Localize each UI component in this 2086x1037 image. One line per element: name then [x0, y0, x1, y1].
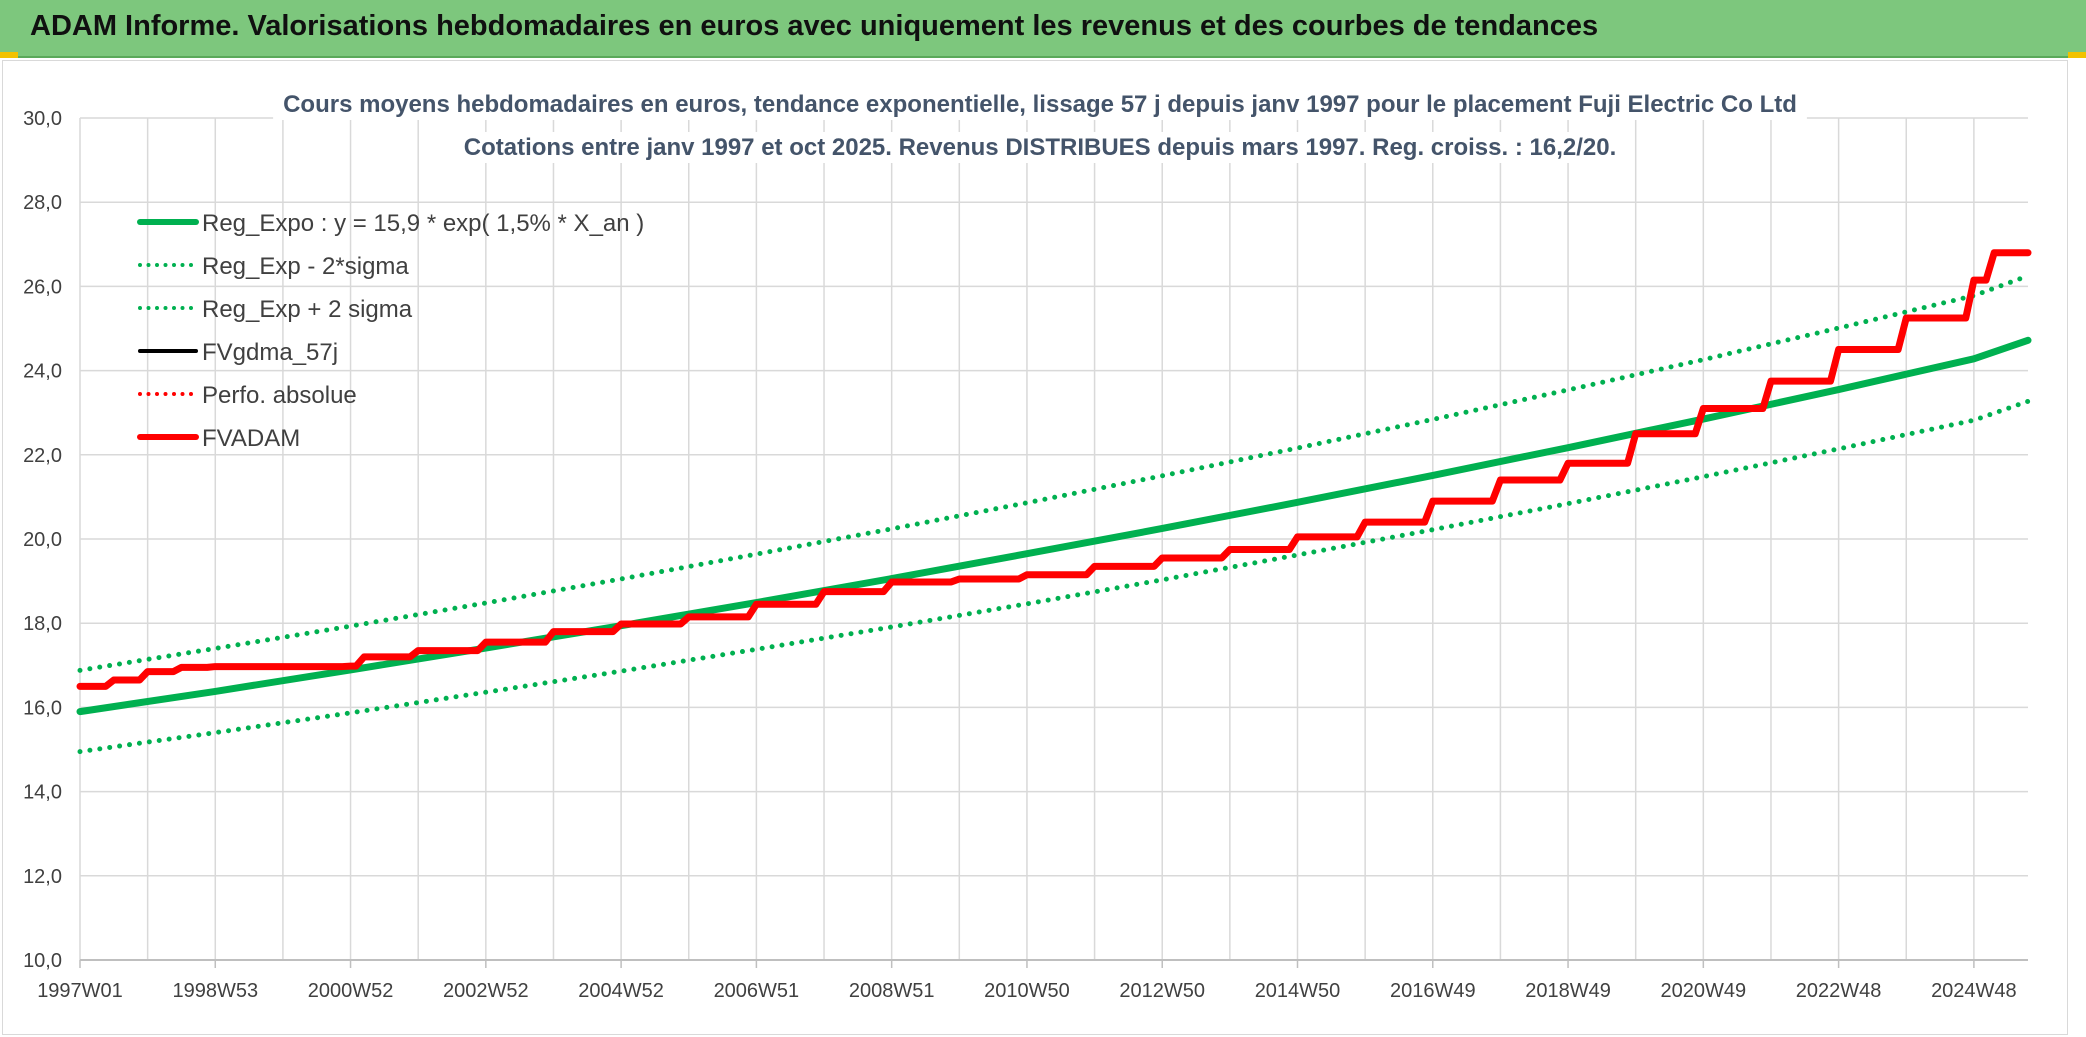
x-tick-label: 2020W49	[1661, 980, 1747, 1002]
page-title: ADAM Informe. Valorisations hebdomadaire…	[30, 10, 1599, 42]
legend: Reg_Expo : y = 15,9 * exp( 1,5% * X_an )…	[137, 210, 644, 452]
legend-label: FVgdma_57j	[202, 339, 338, 366]
legend-label: FVADAM	[202, 425, 300, 452]
x-tick-label: 1997W01	[37, 980, 123, 1002]
y-tick-label: 28,0	[23, 192, 62, 214]
y-tick-label: 14,0	[23, 782, 62, 804]
chart-title: Cours moyens hebdomadaires en euros, ten…	[283, 91, 1797, 118]
chart-subtitle-background	[453, 132, 1627, 163]
header-banner: ADAM Informe. Valorisations hebdomadaire…	[0, 0, 2086, 58]
legend-label: Reg_Expo : y = 15,9 * exp( 1,5% * X_an )	[202, 210, 644, 237]
y-tick-label: 12,0	[23, 866, 62, 888]
series-line-5	[76, 249, 2032, 690]
legend-label: Reg_Exp + 2 sigma	[202, 296, 413, 323]
series-line-1	[77, 398, 2031, 755]
x-tick-label: 2014W50	[1255, 980, 1341, 1002]
legend-label: Perfo. absolue	[202, 382, 357, 409]
chart-subtitle: Cotations entre janv 1997 et oct 2025. R…	[464, 134, 1616, 161]
grid	[79, 117, 2028, 961]
x-tick-label: 2022W48	[1796, 980, 1882, 1002]
y-tick-label: 22,0	[23, 445, 62, 467]
y-axis: 10,0 12,0 14,0 16,0 18,0 20,0 22,0 24,0 26,0 28,0…	[23, 108, 62, 972]
x-axis: 1997W01 1998W53 2000W52 2002W52 2004W52 2006W…	[37, 960, 2017, 1002]
series-line-2	[77, 273, 2031, 673]
y-tick-label: 30,0	[23, 108, 62, 130]
legend-label: Reg_Exp - 2*sigma	[202, 253, 409, 280]
x-tick-label: 1998W53	[172, 980, 258, 1002]
x-tick-label: 2012W50	[1119, 980, 1205, 1002]
x-tick-label: 2006W51	[714, 980, 800, 1002]
series-line-0	[76, 336, 2032, 716]
x-tick-label: 2024W48	[1931, 980, 2017, 1002]
y-tick-label: 20,0	[23, 529, 62, 551]
x-tick-label: 2000W52	[308, 980, 394, 1002]
x-tick-label: 2008W51	[849, 980, 935, 1002]
chart-title-background	[273, 89, 1807, 120]
y-tick-label: 24,0	[23, 361, 62, 383]
x-tick-label: 2004W52	[578, 980, 664, 1002]
corner-mark-right	[2068, 52, 2086, 58]
x-tick-label: 2002W52	[443, 980, 529, 1002]
chart-frame	[2, 60, 2068, 1035]
y-tick-label: 18,0	[23, 613, 62, 635]
y-tick-label: 10,0	[23, 950, 62, 972]
x-tick-label: 2016W49	[1390, 980, 1476, 1002]
corner-mark-left	[0, 52, 18, 58]
series-layer	[76, 249, 2032, 755]
y-tick-label: 16,0	[23, 697, 62, 719]
x-tick-label: 2018W49	[1525, 980, 1611, 1002]
y-tick-label: 26,0	[23, 276, 62, 298]
x-tick-label: 2010W50	[984, 980, 1070, 1002]
